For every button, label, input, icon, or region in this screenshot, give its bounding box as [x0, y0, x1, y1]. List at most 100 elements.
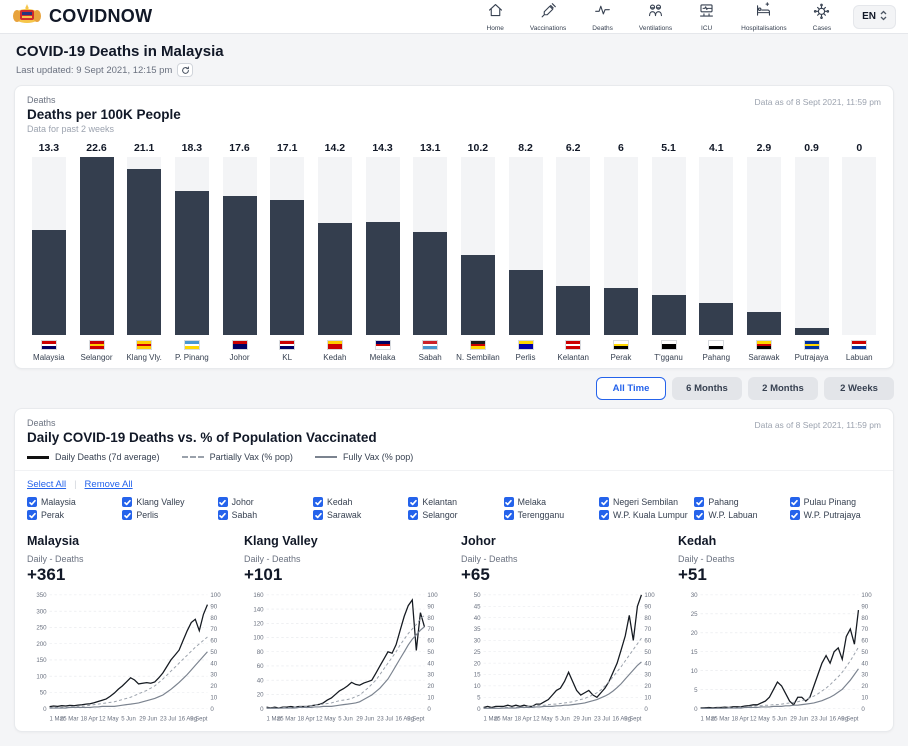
bar-fill [317, 223, 352, 335]
language-selector[interactable]: EN [853, 4, 896, 29]
svg-text:20: 20 [257, 692, 264, 699]
bar-eyebrow: Deaths [27, 95, 56, 105]
state-checkbox-terengganu[interactable]: Terengganu [503, 510, 595, 521]
mini-chart[interactable]: 0 5 10 15 20 25 30 0 10 20 30 40 50 60 70 80 90 100 1 Mar 2… [678, 589, 881, 724]
bar-fill [746, 312, 781, 335]
nav-item-hospitalisations[interactable]: Hospitalisations [741, 1, 787, 32]
state-flag-icon [517, 340, 534, 350]
brand[interactable]: COVIDNOW [12, 3, 152, 30]
time-range-toggle: All Time 6 Months 2 Months 2 Weeks [14, 377, 894, 401]
svg-text:120: 120 [253, 621, 264, 628]
state-checkbox-perlis[interactable]: Perlis [122, 510, 213, 521]
state-flag-icon [469, 340, 486, 350]
state-checkbox-johor[interactable]: Johor [217, 497, 309, 508]
bar-column-kl[interactable]: 17.1 KL [263, 142, 311, 362]
state-flag-icon [660, 340, 677, 350]
checkbox-checked-icon [694, 497, 705, 508]
bar-column-t-gganu[interactable]: 5.1 T'gganu [645, 142, 693, 362]
bar-column-p-pinang[interactable]: 18.3 P. Pinang [168, 142, 216, 362]
bar-column-johor[interactable]: 17.6 Johor [216, 142, 264, 362]
bar-column-sarawak[interactable]: 2.9 Sarawak [740, 142, 788, 362]
bar-column-n-sembilan[interactable]: 10.2 N. Sembilan [454, 142, 502, 362]
bar-column-putrajaya[interactable]: 0.9 Putrajaya [788, 142, 836, 362]
bar-fill [31, 230, 66, 335]
bar-column-labuan[interactable]: 0 Labuan [835, 142, 883, 362]
state-checkbox-sarawak[interactable]: Sarawak [313, 510, 404, 521]
state-checkbox-sabah[interactable]: Sabah [217, 510, 309, 521]
bar-column-kelantan[interactable]: 6.2 Kelantan [549, 142, 597, 362]
svg-text:12 May: 12 May [99, 717, 119, 723]
mini-chart[interactable]: 0 20 40 60 80 100 120 140 160 0 10 20 30 40 50 60 70 80 90… [244, 589, 447, 724]
bar-track [460, 157, 495, 335]
bar-label: Pahang [702, 353, 731, 362]
remove-all-link[interactable]: Remove All [84, 479, 133, 491]
svg-text:60: 60 [644, 638, 651, 645]
legend-item: Fully Vax (% pop) [314, 452, 413, 462]
bar-column-malaysia[interactable]: 13.3 Malaysia [25, 142, 73, 362]
panel-title: Malaysia [27, 534, 80, 549]
bar-column-sabah[interactable]: 13.1 Sabah [406, 142, 454, 362]
state-checkbox-label: Perlis [136, 510, 159, 521]
state-checkbox-kelantan[interactable]: Kelantan [408, 497, 499, 508]
svg-text:15: 15 [691, 649, 698, 656]
nav-item-vaccinations[interactable]: Vaccinations [530, 2, 566, 32]
checkbox-checked-icon [122, 497, 133, 508]
state-checkbox-melaka[interactable]: Melaka [503, 497, 595, 508]
svg-text:160: 160 [253, 592, 264, 599]
svg-text:70: 70 [644, 626, 651, 633]
svg-text:40: 40 [257, 678, 264, 685]
svg-text:60: 60 [427, 638, 434, 645]
state-checkbox-malaysia[interactable]: Malaysia [27, 497, 118, 508]
bar-column-melaka[interactable]: 14.3 Melaka [359, 142, 407, 362]
refresh-button[interactable] [177, 63, 194, 77]
chart-legend: Daily Deaths (7d average) Partially Vax (… [15, 445, 893, 466]
bar-column-perlis[interactable]: 8.2 Perlis [502, 142, 550, 362]
state-flag-icon [231, 340, 248, 350]
state-checkbox-perak[interactable]: Perak [27, 510, 118, 521]
state-checkbox-selangor[interactable]: Selangor [408, 510, 499, 521]
checkbox-checked-icon [503, 510, 514, 521]
bar-column-klang-vly-[interactable]: 21.1 Klang Vly. [120, 142, 168, 362]
svg-text:0: 0 [43, 706, 47, 713]
state-checkbox-w-p-kuala-lumpur[interactable]: W.P. Kuala Lumpur [599, 510, 690, 521]
panel-subtitle: Daily - Deaths [244, 554, 301, 565]
state-checkbox-w-p-labuan[interactable]: W.P. Labuan [694, 510, 785, 521]
svg-text:18 Apr: 18 Apr [297, 717, 314, 723]
svg-text:29 Jun: 29 Jun [356, 717, 374, 723]
bar-value: 2.9 [756, 142, 772, 154]
bar-column-selangor[interactable]: 22.6 Selangor [73, 142, 121, 362]
line-chart-svg: 0 20 40 60 80 100 120 140 160 0 10 20 30 40 50 60 70 80 90… [253, 592, 438, 723]
state-checkbox-klang-valley[interactable]: Klang Valley [122, 497, 213, 508]
range-button-2-weeks[interactable]: 2 Weeks [824, 377, 894, 401]
bar-track [413, 157, 448, 335]
bar-column-perak[interactable]: 6 Perak [597, 142, 645, 362]
range-button-6-months[interactable]: 6 Months [672, 377, 742, 401]
bar-column-kedah[interactable]: 14.2 Kedah [311, 142, 359, 362]
svg-text:16 Aug: 16 Aug [612, 717, 631, 723]
nav-item-deaths[interactable]: Deaths [592, 2, 613, 32]
nav-item-cases[interactable]: Cases [813, 2, 831, 32]
range-button-all-time[interactable]: All Time [596, 377, 666, 401]
range-button-2-months[interactable]: 2 Months [748, 377, 818, 401]
coat-of-arms-logo [12, 3, 42, 30]
state-checkbox-w-p-putrajaya[interactable]: W.P. Putrajaya [789, 510, 881, 521]
state-checkbox-pahang[interactable]: Pahang [694, 497, 785, 508]
state-checkbox-label: Sabah [231, 510, 258, 521]
select-all-link[interactable]: Select All [27, 479, 67, 491]
mini-chart[interactable]: 0 50 100 150 200 250 300 350 0 10 20 30 40 50 60 70 80 90… [27, 589, 230, 724]
state-checkbox-negeri-sembilan[interactable]: Negeri Sembilan [599, 497, 690, 508]
bar-column-pahang[interactable]: 4.1 Pahang [692, 142, 740, 362]
bar-track [317, 157, 352, 335]
svg-text:30: 30 [210, 672, 217, 679]
bar-fill [699, 302, 734, 335]
nav-item-home[interactable]: Home [487, 2, 504, 32]
state-checkbox-kedah[interactable]: Kedah [313, 497, 404, 508]
state-checkbox-pulau-pinang[interactable]: Pulau Pinang [789, 497, 881, 508]
mini-chart[interactable]: 0 5 10 15 20 25 30 35 40 45 50 0 10 20 30 40 50 60 70 80 90 1… [461, 589, 664, 724]
bar-track [79, 157, 114, 335]
nav-item-ventilations[interactable]: Ventilations [639, 2, 672, 32]
nav-item-icu[interactable]: ICU [698, 2, 715, 32]
state-flag-icon [755, 340, 772, 350]
svg-text:20: 20 [861, 683, 868, 690]
